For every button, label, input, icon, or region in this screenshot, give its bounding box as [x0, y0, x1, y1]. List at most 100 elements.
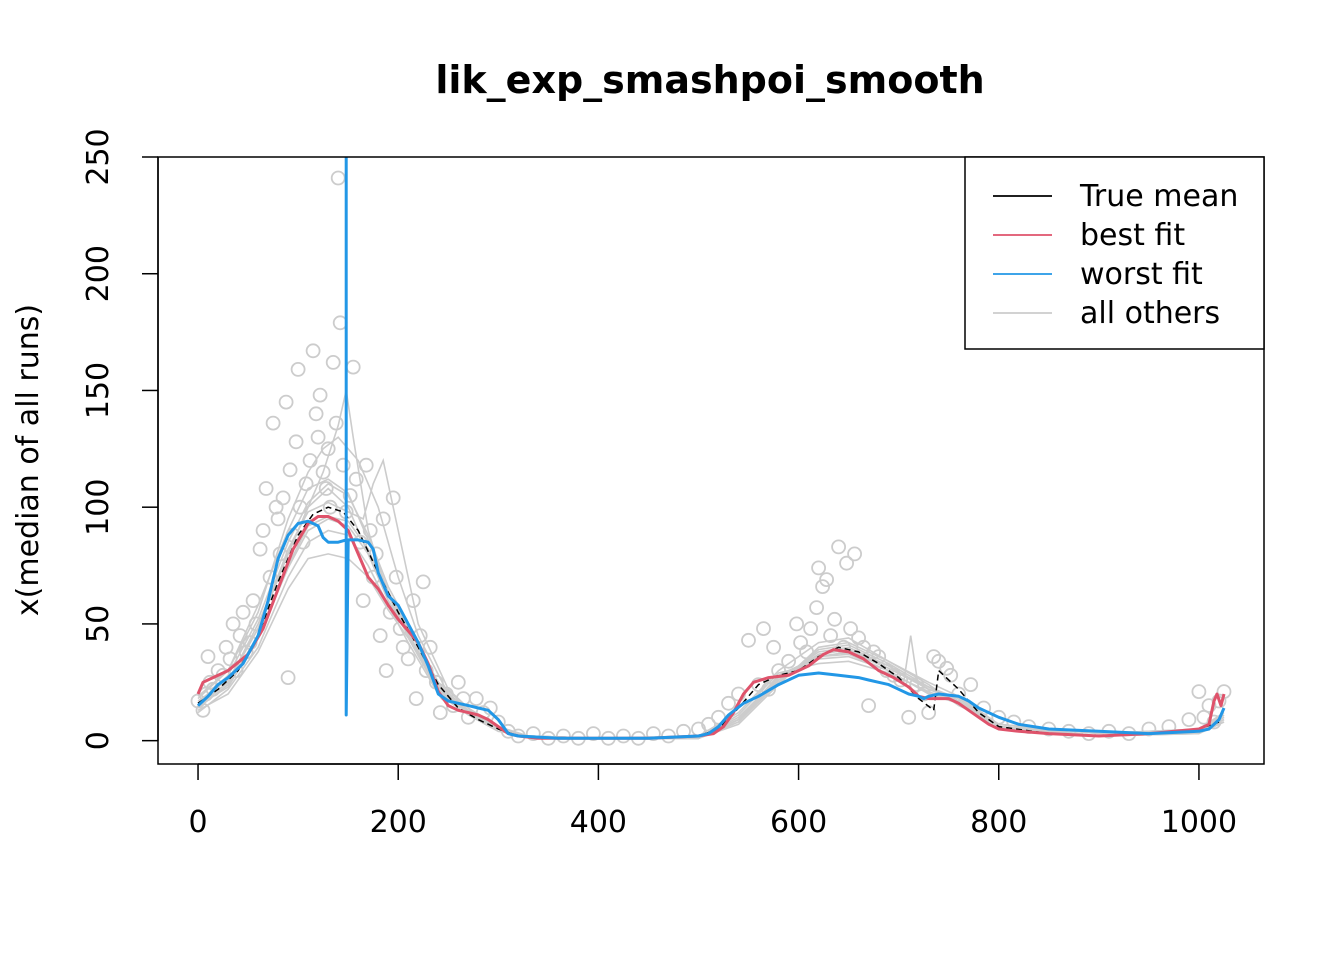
data-point — [345, 359, 361, 375]
legend-box — [964, 156, 1265, 350]
best-fit-line — [196, 515, 1226, 740]
data-point — [358, 457, 374, 473]
data-point — [871, 649, 887, 664]
x-tick-label: 200 — [370, 805, 427, 840]
legend-label: best fit — [1080, 218, 1185, 253]
legend-label: True mean — [1079, 179, 1238, 214]
data-point — [847, 546, 862, 562]
data-point — [525, 726, 541, 741]
data-point — [741, 632, 756, 648]
data-point — [305, 343, 321, 359]
data-point — [811, 560, 826, 576]
data-point — [348, 471, 364, 487]
data-point — [325, 354, 341, 370]
x-tick-label: 400 — [570, 805, 627, 840]
data-point — [766, 639, 781, 655]
data-point — [789, 616, 804, 632]
data-point — [450, 674, 466, 690]
data-point — [1206, 714, 1222, 730]
data-point — [312, 387, 328, 403]
data-point — [308, 406, 324, 422]
data-point — [225, 616, 241, 632]
legend-label: worst fit — [1080, 257, 1203, 292]
data-point — [616, 728, 631, 744]
data-point — [839, 555, 854, 571]
data-point — [761, 681, 776, 697]
data-point — [255, 523, 271, 538]
data-point — [943, 667, 959, 683]
series-layer — [196, 157, 1226, 740]
x-tick-label: 600 — [770, 805, 827, 840]
legend: True mean best fit worst fit all others — [964, 156, 1265, 350]
data-point — [408, 691, 424, 706]
data-point — [258, 481, 274, 496]
data-point — [1141, 721, 1157, 737]
data-point — [372, 628, 388, 643]
data-point — [781, 653, 796, 669]
data-point — [342, 488, 358, 503]
data-point — [893, 672, 909, 688]
x-tick-label: 0 — [188, 805, 207, 840]
data-point — [809, 600, 824, 615]
data-point — [646, 726, 661, 741]
data-point — [422, 639, 438, 655]
data-point — [355, 593, 371, 608]
data-point — [375, 511, 391, 527]
data-point — [200, 649, 216, 664]
other-run-line — [197, 436, 1225, 740]
data-point — [926, 649, 942, 664]
data-point — [275, 490, 291, 506]
other-run-line — [197, 478, 1225, 740]
y-axis: 0 50 100 150 200 250 — [81, 128, 159, 750]
data-point — [318, 481, 334, 496]
data-point — [272, 546, 288, 562]
data-point — [1181, 712, 1197, 727]
y-axis-label: x(median of all runs) — [11, 304, 46, 616]
data-point — [205, 681, 221, 697]
data-point — [721, 695, 736, 711]
data-point — [866, 644, 881, 660]
data-point — [991, 709, 1007, 725]
data-point — [861, 698, 876, 713]
data-point — [298, 476, 314, 492]
data-point — [232, 628, 248, 643]
data-point — [278, 394, 294, 410]
data-point — [803, 621, 818, 636]
data-point — [310, 429, 326, 445]
y-tick-label: 50 — [81, 605, 116, 643]
data-point — [268, 499, 284, 515]
y-tick-label: 150 — [81, 362, 116, 419]
data-point — [288, 434, 304, 450]
data-point — [388, 569, 404, 585]
data-point — [831, 539, 846, 555]
data-point — [378, 663, 394, 678]
data-point — [815, 579, 830, 594]
data-point — [468, 691, 484, 706]
data-point — [901, 709, 917, 725]
data-point — [315, 464, 331, 480]
x-tick-label: 800 — [970, 805, 1027, 840]
data-point — [756, 621, 771, 636]
worst-fit-line — [196, 157, 1226, 740]
data-point — [328, 415, 344, 431]
other-run-line — [197, 553, 1225, 740]
data-point — [432, 705, 448, 720]
data-point — [385, 490, 401, 506]
data-point — [290, 361, 306, 377]
data-point — [280, 670, 296, 685]
data-point — [799, 644, 814, 660]
data-point — [292, 499, 308, 515]
y-tick-label: 100 — [81, 479, 116, 536]
data-point — [245, 593, 261, 608]
data-point — [415, 574, 431, 590]
x-axis: 0 200 400 600 800 1000 — [188, 763, 1237, 840]
data-point — [1006, 714, 1022, 730]
data-point — [1081, 726, 1097, 741]
y-tick-label: 200 — [81, 245, 116, 302]
other-runs-layer — [197, 390, 1225, 740]
legend-label: all others — [1080, 296, 1220, 331]
data-point — [586, 726, 601, 741]
data-point — [405, 593, 421, 608]
x-tick-label: 1000 — [1161, 805, 1237, 840]
